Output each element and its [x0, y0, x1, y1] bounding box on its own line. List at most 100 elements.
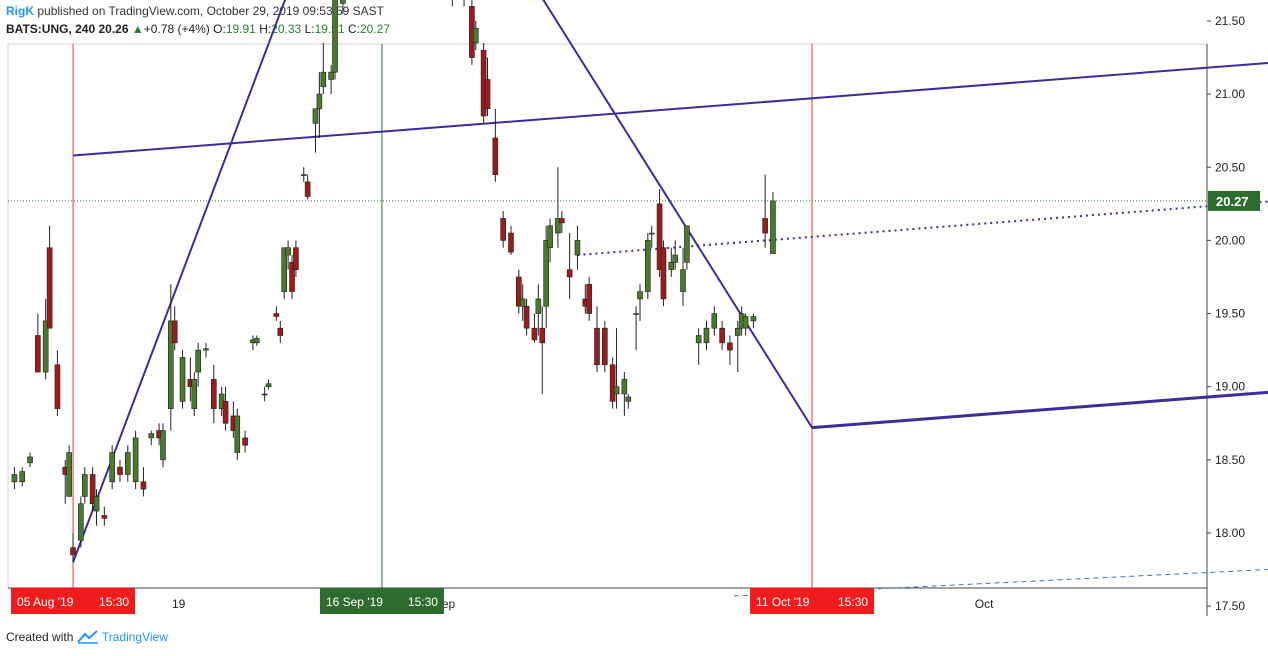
candle-body	[711, 313, 718, 329]
candle-body	[81, 474, 88, 497]
candle-body	[320, 71, 327, 88]
candle-body	[531, 327, 538, 341]
candle-body	[594, 327, 600, 366]
candle-body	[535, 298, 542, 314]
pitchfork-outer-lower-line	[733, 569, 1268, 597]
candle-body	[637, 291, 643, 300]
vertical-marker-time: 15:30	[99, 595, 129, 609]
pitchfork-median-line	[72, 61, 1268, 157]
candle-body	[648, 232, 655, 235]
candle-body	[316, 93, 323, 110]
candle-body	[117, 466, 123, 475]
candle-body	[680, 269, 686, 292]
candle-body	[70, 547, 76, 556]
tradingview-brand[interactable]: TradingView	[101, 630, 168, 644]
vertical-marker-time: 15:30	[408, 595, 438, 609]
candle-body	[35, 335, 41, 373]
candle-body	[203, 348, 209, 351]
pitchfork-lower-line	[811, 390, 1268, 430]
vertical-marker-label-box	[11, 588, 136, 614]
candle-body	[289, 262, 295, 292]
candle-body	[101, 515, 108, 519]
candle-body	[27, 456, 33, 464]
candle-body	[613, 386, 620, 395]
candle-body	[125, 452, 131, 475]
last-price-marker: 20.27	[8, 190, 1260, 211]
candle-body	[273, 313, 280, 317]
candle-body	[54, 364, 61, 409]
y-axis-ticks: 17.50 18.00 18.50 19.00 19.50 20.00 20.50 21.00…	[1207, 14, 1245, 613]
candle-body	[140, 481, 147, 490]
candle-body	[684, 225, 690, 263]
author-name[interactable]: RigK	[6, 4, 34, 18]
candle-body	[609, 364, 616, 402]
candle-body	[625, 396, 632, 402]
candle-body	[770, 200, 776, 254]
candle-body	[281, 247, 288, 292]
high-label: H:	[259, 22, 272, 36]
vertical-marker-label-box	[750, 588, 875, 614]
candle-body	[19, 471, 26, 483]
vertical-marker-labels: 05 Aug '19 15:30 16 Sep '19 15:30 11 Oct '19…	[11, 588, 875, 614]
candle-body	[168, 320, 174, 409]
y-tick-label: 19.00	[1215, 380, 1245, 394]
candle-body	[660, 247, 667, 300]
candle-body	[312, 108, 319, 124]
open-value: 19.91	[225, 22, 256, 36]
candle-body	[234, 415, 241, 453]
candle-body	[211, 379, 217, 409]
candle-body	[574, 240, 581, 256]
candle-body	[484, 79, 491, 110]
candle-body	[719, 327, 725, 344]
candle-body	[508, 232, 514, 253]
candle-body	[254, 338, 260, 344]
candle-body	[148, 433, 155, 439]
candle-body	[285, 247, 291, 256]
candle-body	[555, 218, 561, 234]
y-tick-label: 18.00	[1215, 526, 1245, 540]
candle-body	[672, 254, 679, 263]
candle-body	[621, 379, 628, 395]
candle-body	[656, 203, 663, 270]
candle-body	[222, 401, 229, 424]
tradingview-logo-icon	[76, 630, 98, 644]
y-tick-label: 18.50	[1215, 453, 1245, 467]
y-tick-label: 21.50	[1215, 14, 1245, 28]
candle-body	[89, 474, 96, 505]
candle-body	[602, 327, 608, 366]
candle-body	[277, 327, 284, 336]
candle-body	[762, 218, 768, 234]
candle-body	[539, 327, 546, 344]
candle-body	[78, 503, 84, 541]
candle-body	[300, 174, 307, 176]
candle-body	[695, 335, 702, 344]
candle-body	[515, 276, 522, 307]
candle-body	[304, 181, 311, 197]
candle-body	[191, 379, 198, 409]
candle-body	[132, 437, 139, 483]
close-value: 20.27	[359, 22, 390, 36]
vertical-marker-date: 16 Sep '19	[326, 595, 383, 609]
y-tick-label: 17.50	[1215, 599, 1245, 613]
candle-body	[519, 298, 526, 307]
candle-body	[66, 452, 72, 497]
candle-body	[160, 430, 166, 461]
candle-body	[42, 320, 49, 373]
candle-body	[261, 393, 268, 396]
close-label: C:	[347, 22, 360, 36]
candle-body	[195, 349, 201, 373]
candle-body	[543, 240, 549, 307]
plot-area[interactable]	[7, 43, 1208, 589]
y-tick-label: 20.00	[1215, 233, 1245, 247]
candle-body	[566, 269, 573, 278]
candle-body	[547, 225, 553, 249]
candle-body	[492, 137, 499, 175]
vertical-marker-label-box	[319, 588, 444, 614]
last-price: 20.26	[98, 22, 129, 36]
candle-body	[633, 313, 639, 315]
candle-body	[500, 218, 506, 241]
candle-body	[332, 0, 338, 73]
candle-body	[750, 316, 757, 322]
last-price-label: 20.27	[1216, 194, 1249, 209]
